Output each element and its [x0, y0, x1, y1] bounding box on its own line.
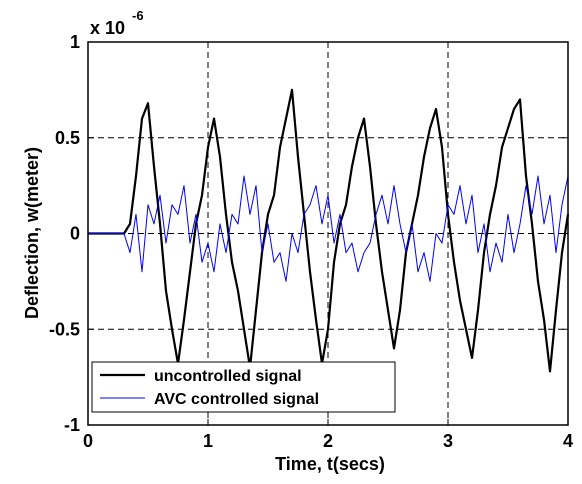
x-tick-label: 3: [443, 431, 453, 451]
y-tick-label: -1: [64, 415, 80, 435]
plot-frame: [87, 41, 569, 426]
legend-box: [91, 361, 396, 413]
legend-label: uncontrolled signal: [154, 368, 302, 385]
y-tick-label: 0.5: [55, 128, 80, 148]
y-multiplier: x 10: [90, 18, 125, 38]
y-tick-label: -0.5: [49, 319, 80, 339]
x-axis-label: Time, t(secs): [275, 454, 385, 474]
series-line: [88, 175, 569, 282]
y-multiplier-exponent: -6: [132, 8, 144, 23]
y-tick-label: 1: [70, 32, 80, 52]
x-tick-label: 4: [563, 431, 573, 451]
legend-label: AVC controlled signal: [154, 391, 319, 408]
y-tick-label: 0: [70, 224, 80, 244]
x-tick-label: 2: [323, 431, 333, 451]
x-tick-label: 0: [83, 431, 93, 451]
series-line: [88, 88, 570, 373]
y-axis-label: Deflection, w(meter): [22, 147, 42, 319]
x-tick-label: 1: [203, 431, 213, 451]
